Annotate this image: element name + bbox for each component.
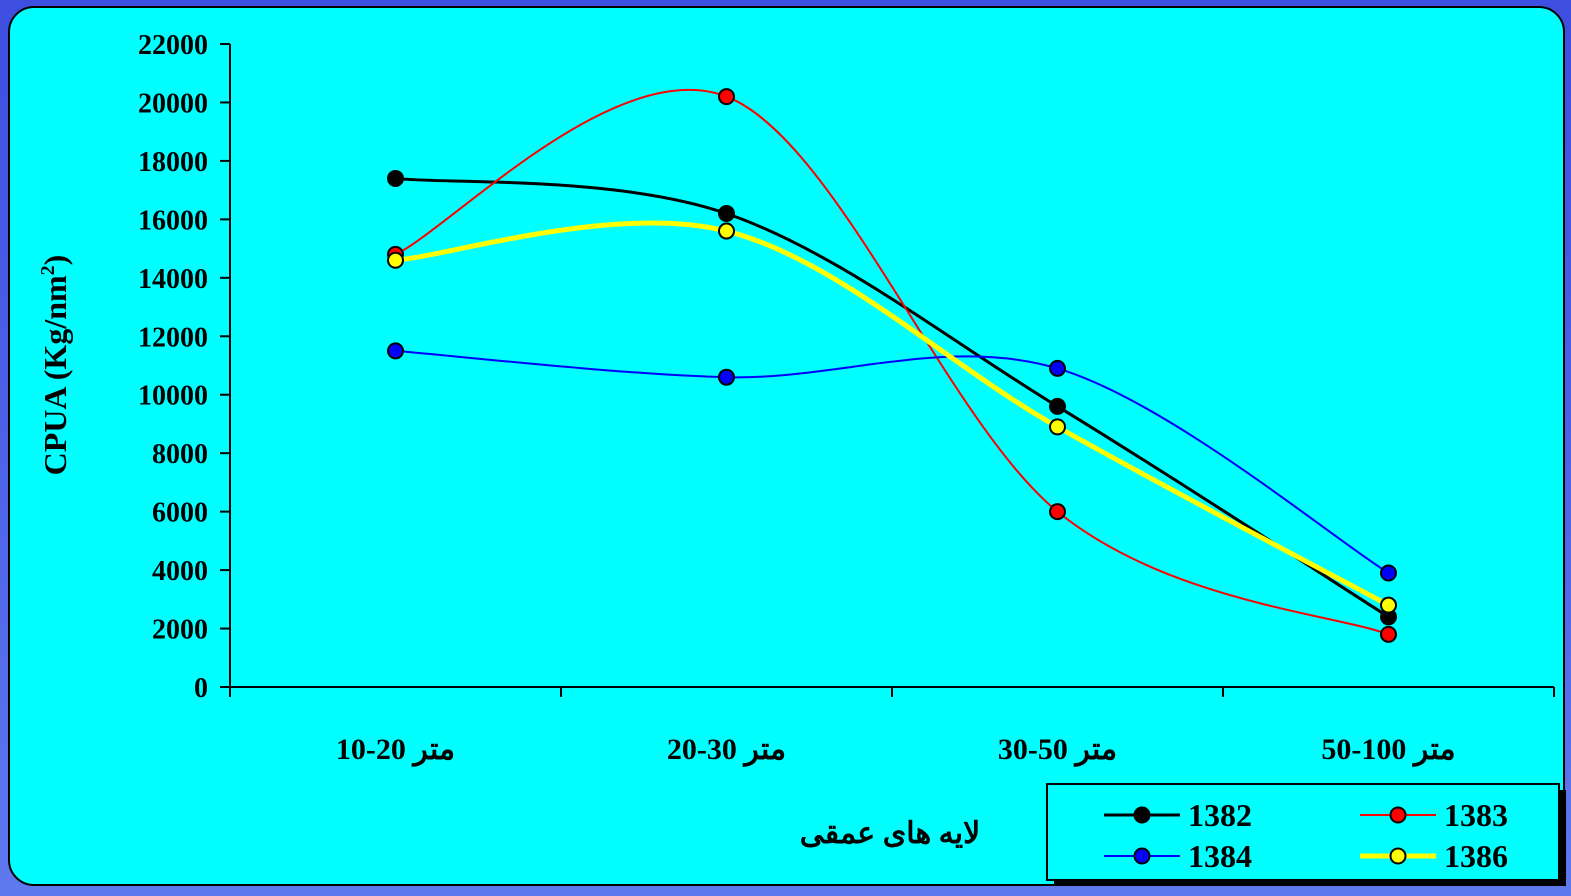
chart-panel [8,6,1565,886]
data-point-1384 [1049,359,1066,377]
x-axis-title: لایه های عمقی [800,817,980,850]
y-axis-title: CPUA (Kg/nm2) [37,255,73,476]
series-1384 [387,342,1397,582]
data-point-1383 [718,88,735,106]
y-axis-title-text: CPUA (Kg/nm [37,275,73,475]
y-tick-label: 20000 [138,88,208,119]
data-point-1386 [387,251,404,269]
axes: 0 2000 4000 6000 8000 10000 12000 14000 16000 180… [138,30,1555,767]
data-point-1384 [1380,564,1397,582]
legend-swatch-marker [1133,806,1151,824]
y-tick-label: 10000 [138,381,208,412]
data-point-1382 [718,205,735,223]
data-point-1383 [1380,625,1397,643]
y-axis-title-close: ) [37,255,73,266]
series-line-1386 [395,220,1390,608]
y-axis-title-superscript: 2 [37,265,59,275]
legend-label: 1383 [1444,797,1508,833]
series-line-1383 [395,88,1389,636]
x-tick-label: 10-20 متر [336,733,455,767]
data-point-1386 [1380,596,1397,614]
legend-swatch-marker [1389,847,1407,865]
y-tick-label: 8000 [152,439,208,470]
legend-swatch-marker [1133,847,1151,865]
data-point-1386 [718,222,735,240]
series-line-1384 [395,349,1390,574]
y-tick-label: 6000 [152,498,208,529]
data-point-1384 [387,342,404,360]
series-1382 [387,169,1397,626]
legend-box [1046,783,1560,881]
legend-item-1383: 1383 [1360,797,1508,833]
legend-item-1382: 1382 [1104,797,1252,833]
x-tick-label: 20-30 متر [667,733,786,767]
x-tick-label: 50-100 متر [1321,733,1455,767]
series-1383 [387,88,1397,643]
data-point-1383 [1049,503,1066,521]
y-tick-label: 14000 [138,264,208,295]
y-tick-label: 12000 [138,322,208,353]
legend: 1382 1383 1384 1386 [1046,783,1566,886]
series-layer [387,88,1397,643]
data-point-1384 [718,368,735,386]
series-line-1382 [395,176,1390,619]
legend-label: 1384 [1188,838,1252,874]
y-tick-label: 0 [194,673,208,704]
legend-label: 1382 [1188,797,1252,833]
data-point-1382 [1049,397,1066,415]
legend-item-1384: 1384 [1104,838,1252,874]
series-1386 [387,220,1397,614]
legend-swatch-marker [1389,806,1407,824]
data-point-1386 [1049,418,1066,436]
y-tick-label: 2000 [152,615,208,646]
y-tick-label: 4000 [152,556,208,587]
x-tick-label: 30-50 متر [998,733,1117,767]
data-point-1382 [387,169,404,187]
y-tick-label: 16000 [138,205,208,236]
y-tick-label: 18000 [138,147,208,178]
legend-item-1386: 1386 [1360,838,1508,874]
y-tick-label: 22000 [138,30,208,61]
legend-label: 1386 [1444,838,1508,874]
